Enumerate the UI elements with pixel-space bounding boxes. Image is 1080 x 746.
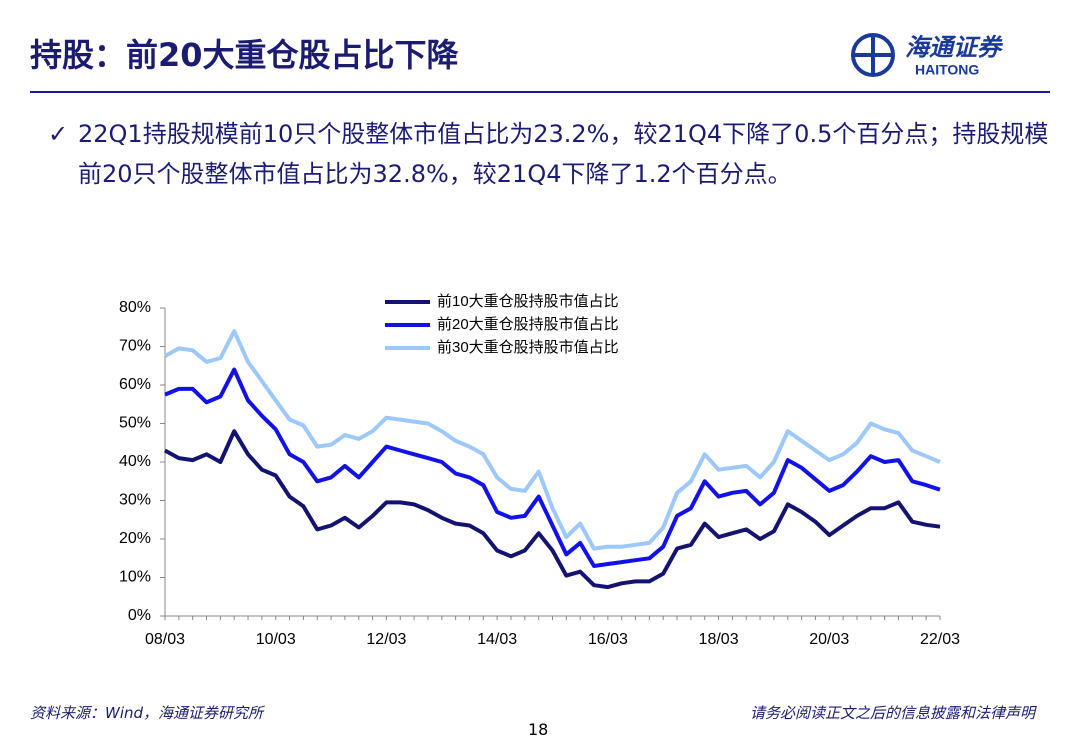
y-tick-label: 0% <box>128 607 151 624</box>
legend-label: 前20大重仓股持股市值占比 <box>437 316 619 333</box>
y-tick-label: 30% <box>119 492 151 509</box>
y-tick-label: 70% <box>119 338 151 355</box>
x-tick-label: 10/03 <box>256 631 296 648</box>
x-tick-label: 14/03 <box>477 631 517 648</box>
logo-cn: 海通证券 <box>905 34 1004 61</box>
chart: 海通证券 HAITONG 0% 10% 20% 30% 40% 50% 60% 70% 80% 0… <box>30 33 1050 648</box>
y-tick-label: 60% <box>119 376 151 393</box>
bullet-text: 22Q1持股规模前10只个股整体市值占比为23.2%，较21Q4下降了0.5个百… <box>78 120 1049 188</box>
y-tick-label: 40% <box>119 453 151 470</box>
legend-label: 前10大重仓股持股市值占比 <box>437 293 619 310</box>
series-line <box>164 367 941 568</box>
source-note: 资料来源：Wind，海通证券研究所 <box>30 704 264 722</box>
x-tick-label: 18/03 <box>699 631 739 648</box>
series-line <box>164 429 941 590</box>
x-tick-label: 20/03 <box>809 631 849 648</box>
legend-label: 前30大重仓股持股市值占比 <box>437 339 619 356</box>
logo-en: HAITONG <box>915 62 979 78</box>
y-tick-label: 80% <box>119 299 151 316</box>
y-tick-label: 50% <box>119 415 151 432</box>
page-number: 18 <box>528 720 549 739</box>
check-icon: ✓ <box>48 120 69 148</box>
logo-icon <box>851 33 895 77</box>
disclaimer: 请务必阅读正文之后的信息披露和法律声明 <box>749 704 1035 722</box>
y-tick-label: 10% <box>119 569 151 586</box>
x-tick-label: 12/03 <box>366 631 406 648</box>
x-tick-label: 16/03 <box>588 631 628 648</box>
series-line <box>164 329 941 551</box>
x-tick-label: 22/03 <box>920 631 960 648</box>
slide-title: 持股：前20大重仓股占比下降 <box>30 36 459 74</box>
x-tick-label: 08/03 <box>145 631 185 648</box>
y-tick-label: 20% <box>119 530 151 547</box>
